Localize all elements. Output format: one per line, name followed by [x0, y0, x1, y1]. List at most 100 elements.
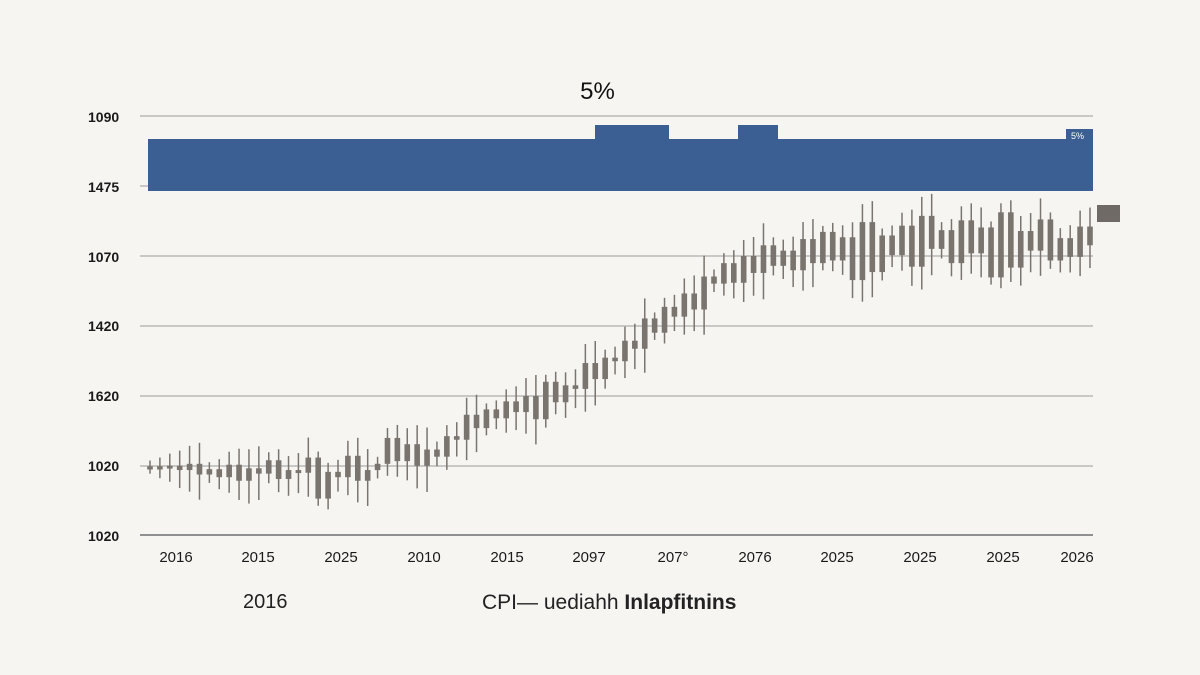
candle-body [236, 464, 242, 481]
candle-body [295, 470, 302, 474]
candle-body [968, 220, 975, 254]
candle-body [285, 470, 292, 479]
candle-body [592, 363, 599, 380]
x-tick-label: 2025 [820, 549, 854, 566]
candle-body [730, 263, 737, 283]
y-tick-label: 1620 [88, 388, 120, 404]
y-tick-label: 1020 [88, 528, 120, 544]
candle-body [760, 245, 767, 273]
caption-bold: Inlapfitnins [624, 591, 737, 614]
candle-body [275, 460, 282, 479]
footer-year-label: 2016 [243, 591, 288, 613]
y-tick-label: 1020 [88, 458, 120, 474]
candle-body [394, 437, 401, 462]
candle-body [552, 381, 559, 403]
candle-body [157, 466, 163, 470]
chart-title: 5% [580, 78, 615, 105]
candle-body [572, 385, 579, 389]
candle-body [176, 465, 183, 471]
candle-body [770, 245, 777, 266]
candle-body [948, 230, 955, 264]
candle-body [444, 436, 450, 457]
band-label: 5% [1071, 131, 1085, 141]
candle-body [988, 227, 994, 278]
candle-body [909, 225, 915, 267]
candle-body [434, 449, 440, 457]
candle-body [503, 401, 510, 419]
candle-body [384, 437, 391, 464]
x-tick-label: 207° [657, 549, 689, 566]
candle-body [810, 239, 816, 264]
candle-body [196, 463, 203, 475]
price-marker [1097, 205, 1120, 222]
candle-body [978, 227, 984, 254]
candle-body [256, 468, 262, 474]
x-tick-label: 2015 [490, 549, 524, 566]
candle-body [790, 250, 796, 271]
y-tick-label: 1475 [88, 179, 120, 195]
x-tick-label: 2015 [241, 549, 275, 566]
candle-body [701, 276, 707, 310]
y-tick-label: 1090 [88, 109, 120, 125]
candle-body [1037, 219, 1044, 251]
x-tick-label: 2016 [159, 549, 193, 566]
candle-body [166, 465, 173, 469]
x-tick-label: 2025 [986, 549, 1020, 566]
candle-body [493, 409, 500, 419]
candle-body [889, 235, 895, 256]
candle-body [820, 231, 826, 264]
candle-body [661, 306, 668, 333]
candle-body [147, 466, 153, 470]
candle-body [879, 235, 886, 273]
caption-prefix: CPI— uediahh [482, 591, 625, 614]
candle-body [721, 263, 727, 284]
candle-body [186, 463, 193, 471]
candle-body [483, 409, 490, 429]
candle-body [938, 230, 945, 249]
candle-body [1067, 238, 1074, 257]
x-tick-label: 2010 [407, 549, 441, 566]
candle-body [899, 225, 905, 256]
y-tick-label: 1070 [88, 249, 120, 265]
candle-body [1008, 212, 1014, 268]
candle-body [1087, 226, 1093, 246]
candle-body [651, 318, 658, 333]
x-tick-label: 2025 [324, 549, 358, 566]
band-tab [1066, 129, 1093, 140]
candle-body [364, 470, 371, 481]
candle-body [404, 444, 411, 462]
x-tick-label: 2097 [572, 549, 606, 566]
candle-body [216, 469, 223, 478]
candle-body [325, 471, 331, 499]
candle-body [533, 396, 539, 420]
candle-body [918, 215, 925, 267]
candle-body [424, 449, 430, 466]
candle-body [453, 436, 460, 440]
candle-body [681, 293, 688, 317]
candle-body [1047, 219, 1054, 261]
candle-body [335, 471, 341, 478]
y-tick-label: 1420 [88, 318, 120, 334]
candle-body [641, 318, 648, 349]
chart-caption: CPI— uediahh Inlapfitnins [482, 591, 736, 615]
x-tick-label: 2026 [1060, 549, 1094, 566]
candle-body [849, 237, 856, 281]
candle-body [1027, 231, 1034, 251]
candle-body [345, 455, 351, 478]
candle-body [354, 455, 361, 481]
candle-body [414, 444, 420, 466]
candle-body [998, 212, 1004, 278]
candle-body [265, 460, 272, 474]
candle-body [473, 414, 480, 429]
candle-body [1077, 226, 1083, 257]
candle-body [928, 215, 935, 249]
candle-body [750, 256, 757, 273]
candle-body [740, 256, 747, 283]
x-tick-label: 2076 [738, 549, 772, 566]
candle-body [315, 457, 322, 499]
candle-body [839, 237, 846, 261]
candle-body [246, 468, 252, 481]
candle-body [869, 222, 876, 273]
candle-body [374, 463, 381, 471]
